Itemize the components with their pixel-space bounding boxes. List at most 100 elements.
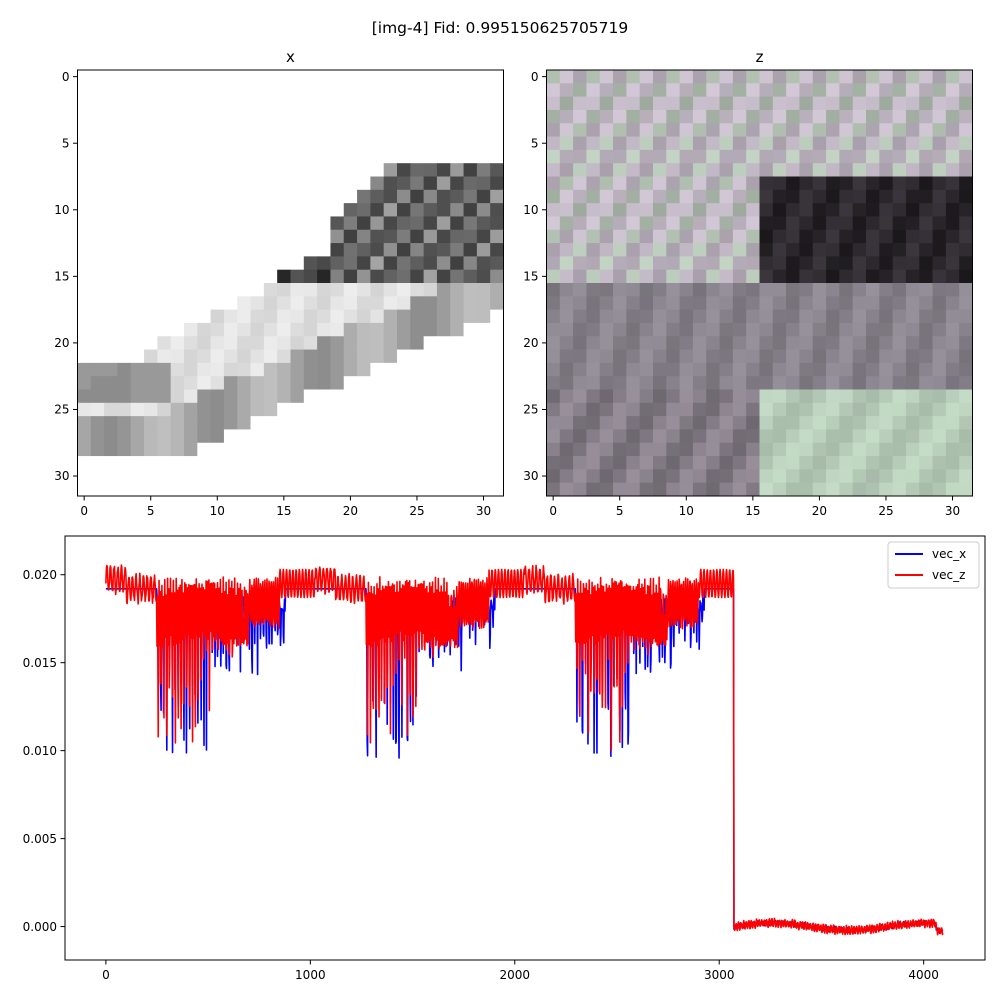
image-pixel	[157, 189, 172, 204]
image-pixel	[759, 429, 774, 444]
image-pixel	[450, 402, 464, 417]
image-pixel	[317, 83, 331, 98]
image-pixel	[277, 149, 291, 164]
image-pixel	[932, 442, 947, 457]
image-pixel	[599, 243, 614, 257]
image-pixel	[303, 163, 318, 177]
image-pixel	[476, 309, 491, 324]
image-pixel	[679, 402, 694, 417]
image-pixel	[423, 149, 438, 164]
image-pixel	[130, 309, 145, 324]
image-pixel	[905, 136, 920, 151]
image-pixel	[839, 176, 854, 191]
image-pixel	[250, 349, 265, 364]
image-pixel	[90, 376, 105, 390]
image-pixel	[343, 402, 358, 417]
image-pixel	[383, 336, 398, 350]
image-pixel	[317, 429, 331, 444]
image-pixel	[436, 243, 451, 257]
image-pixel	[626, 322, 641, 337]
image-pixel	[852, 283, 867, 297]
image-pixel	[732, 416, 747, 430]
image-pixel	[626, 349, 641, 364]
image-pixel	[317, 176, 331, 191]
image-pixel	[959, 429, 973, 444]
image-pixel	[772, 256, 787, 271]
image-pixel	[719, 149, 734, 164]
image-pixel	[905, 149, 920, 164]
image-pixel	[170, 376, 185, 390]
image-pixel	[719, 70, 734, 84]
image-pixel	[626, 109, 641, 124]
image-pixel	[436, 296, 451, 311]
image-pixel	[490, 349, 504, 364]
image-pixel	[892, 176, 907, 191]
image-pixel	[170, 469, 185, 484]
image-pixel	[546, 176, 561, 191]
image-pixel	[410, 376, 425, 390]
image-pixel	[932, 389, 947, 404]
image-pixel	[370, 309, 385, 324]
image-pixel	[397, 456, 411, 470]
image-pixel	[799, 70, 814, 84]
image-pixel	[772, 83, 787, 98]
image-pixel	[170, 256, 185, 271]
image-pixel	[945, 309, 960, 324]
x-tick-label: 10	[679, 504, 694, 518]
image-pixel	[799, 322, 814, 337]
image-pixel	[104, 349, 118, 364]
image-pixel	[852, 336, 867, 350]
image-pixel	[932, 416, 947, 430]
image-pixel	[559, 322, 574, 337]
image-pixel	[450, 469, 464, 484]
image-pixel	[826, 96, 840, 111]
image-pixel	[719, 229, 734, 244]
image-pixel	[357, 482, 371, 497]
image-pixel	[383, 269, 398, 284]
image-pixel	[613, 442, 627, 457]
image-pixel	[330, 376, 345, 390]
image-pixel	[932, 229, 947, 244]
image-pixel	[812, 229, 827, 244]
image-pixel	[866, 402, 880, 417]
image-pixel	[692, 269, 707, 284]
image-pixel	[706, 216, 720, 231]
image-pixel	[546, 402, 561, 417]
image-pixel	[210, 269, 225, 284]
image-pixel	[613, 429, 627, 444]
image-pixel	[679, 269, 694, 284]
image-pixel	[357, 456, 371, 470]
y-tick-label: 25	[54, 403, 69, 417]
image-pixel	[679, 283, 694, 297]
image-pixel	[184, 136, 198, 151]
image-pixel	[130, 362, 145, 377]
image-pixel	[732, 482, 747, 497]
image-pixel	[945, 70, 960, 84]
image-pixel	[546, 416, 561, 430]
image-pixel	[157, 309, 172, 324]
image-pixel	[90, 83, 105, 98]
image-pixel	[303, 269, 318, 284]
image-pixel	[184, 256, 198, 271]
image-pixel	[613, 269, 627, 284]
image-pixel	[410, 229, 425, 244]
image-pixel	[839, 163, 854, 177]
image-pixel	[613, 376, 627, 390]
image-pixel	[476, 83, 491, 98]
image-pixel	[706, 322, 720, 337]
image-pixel	[839, 482, 854, 497]
image-pixel	[772, 389, 787, 404]
image-pixel	[250, 203, 265, 217]
image-pixel	[77, 176, 92, 191]
image-pixel	[157, 442, 172, 457]
image-pixel	[476, 336, 491, 350]
image-pixel	[290, 442, 305, 457]
image-pixel	[732, 456, 747, 470]
image-pixel	[223, 243, 238, 257]
image-pixel	[826, 243, 840, 257]
image-pixel	[905, 70, 920, 84]
image-pixel	[263, 362, 278, 377]
image-pixel	[463, 296, 478, 311]
image-pixel	[613, 123, 627, 137]
image-pixel	[613, 362, 627, 377]
